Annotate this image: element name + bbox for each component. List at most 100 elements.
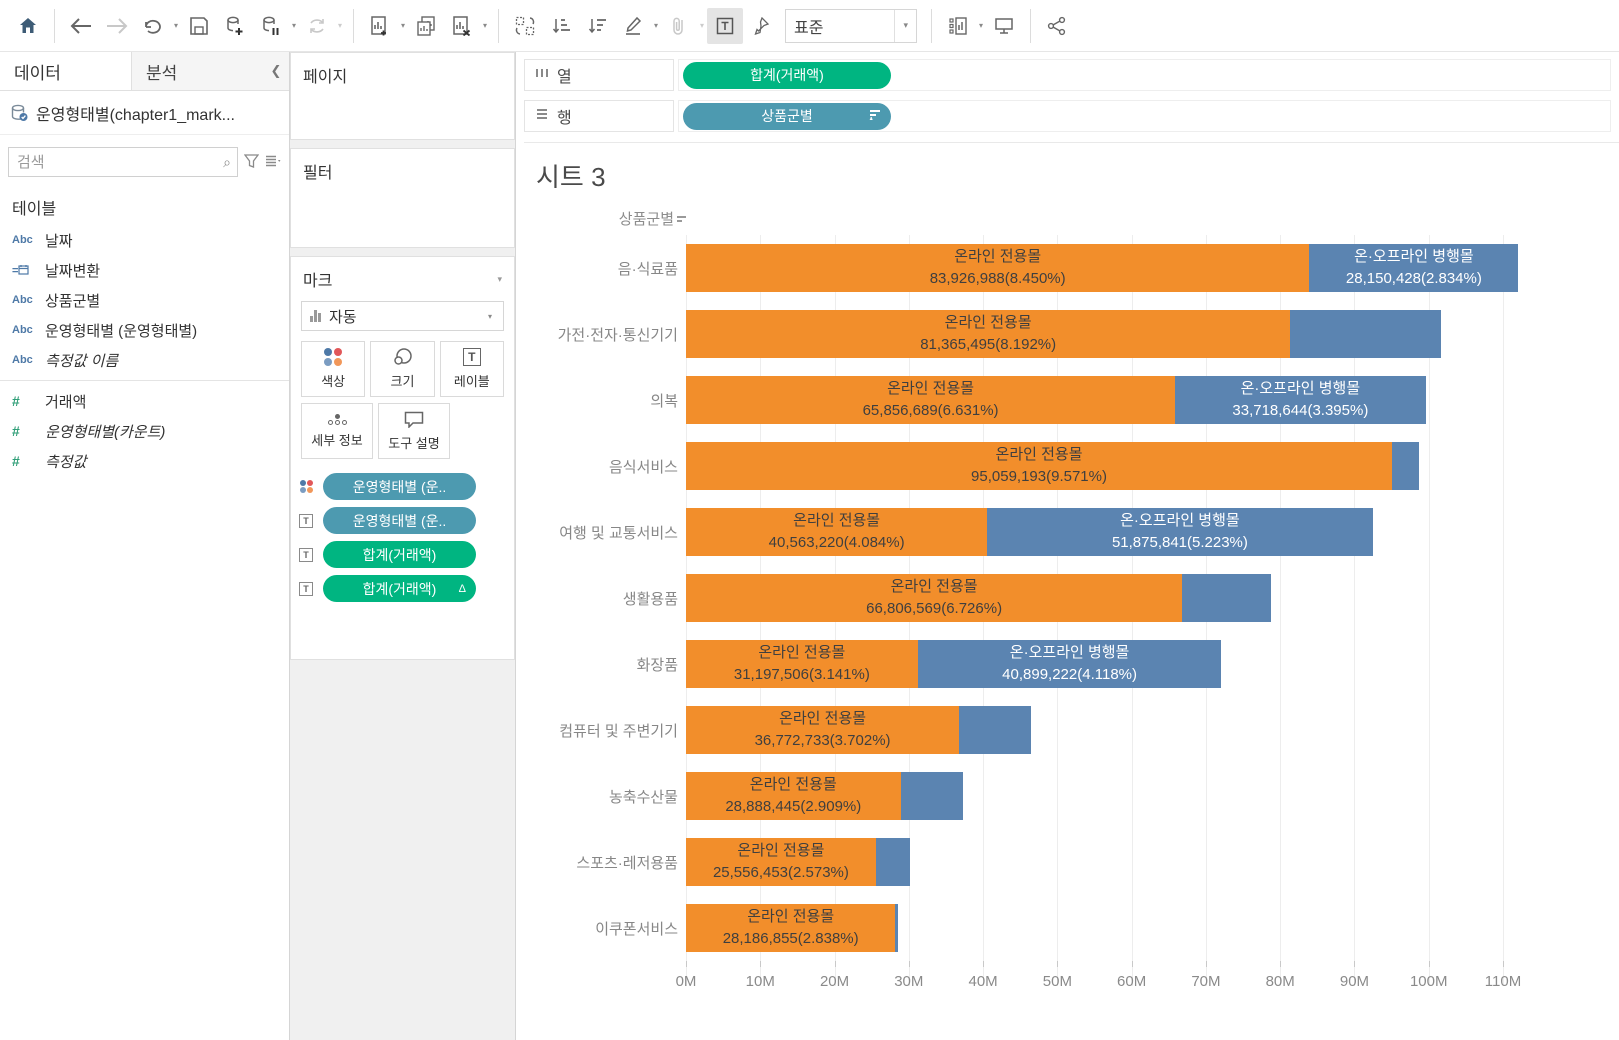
clear-sheet-icon[interactable] [444,8,480,44]
color-button[interactable]: 색상 [301,341,366,397]
bar-segment[interactable]: 온·오프라인 병행몰 33,718,644(3.395%) [1175,376,1426,424]
bar-segment[interactable]: 온라인 전용몰 25,556,453(2.573%) [686,838,876,886]
pages-card[interactable]: 페이지 [290,52,515,140]
replay-icon[interactable] [135,8,171,44]
clear-sheet-caret[interactable]: ▾ [482,21,487,30]
bar-segment[interactable] [875,838,910,886]
field-item[interactable]: = 날짜변환 [0,255,289,285]
replay-dropdown-caret[interactable]: ▾ [173,21,178,30]
highlight-icon[interactable] [615,8,651,44]
chart-row: 이쿠폰서비스 온라인 전용몰 28,186,855(2.838%) [536,895,1619,961]
field-item[interactable]: # 거래액 [0,386,289,416]
refresh-caret[interactable]: ▾ [337,21,342,30]
tooltip-button[interactable]: 도구 설명 [378,403,450,459]
group-caret[interactable]: ▾ [699,21,704,30]
show-hide-cards-icon[interactable] [940,8,976,44]
pause-updates-icon[interactable] [253,8,289,44]
numeric-field-icon: # [12,423,20,439]
category-column-header[interactable]: 상품군별 [536,208,686,229]
search-input[interactable] [17,153,224,171]
swap-rows-columns-icon[interactable] [507,8,543,44]
bar-segment[interactable]: 온라인 전용몰 66,806,569(6.726%) [686,574,1183,622]
bar-segment[interactable] [959,706,1032,754]
chart-row: 화장품 온라인 전용몰 31,197,506(3.141%) 온·오프라인 병행몰 40… [536,631,1619,697]
bar-segment[interactable]: 온라인 전용몰 36,772,733(3.702%) [686,706,960,754]
tab-data[interactable]: 데이터 [14,63,61,83]
marks-pill[interactable]: 합계(거래액) Δ [323,575,476,602]
fix-axes-icon[interactable] [743,8,779,44]
bar-segment[interactable] [1290,310,1442,358]
chart-row: 음식서비스 온라인 전용몰 95,059,193(9.571%) [536,433,1619,499]
presentation-mode-icon[interactable] [986,8,1022,44]
bar-segment[interactable]: 온라인 전용몰 40,563,220(4.084%) [686,508,988,556]
share-icon[interactable] [1039,8,1075,44]
field-item[interactable]: Abc 운영형태별 (운영형태별) [0,315,289,345]
field-item[interactable]: Abc 측정값 이름 [0,345,289,375]
columns-shelf-drop[interactable]: 합계(거래액) [678,59,1611,91]
field-item[interactable]: # 운영형태별(카운트) [0,416,289,446]
rows-shelf-drop[interactable]: 상품군별 [678,100,1611,132]
data-pane: 데이터 분석 ❮ 운영형태별(chapter1_mark... ⌕ [0,52,290,1040]
show-hide-cards-caret[interactable]: ▾ [978,21,983,30]
columns-shelf-label: 열 [524,59,674,91]
pane-collapse-icon[interactable]: ❮ [263,52,289,90]
bar-segment[interactable] [900,772,963,820]
detail-button[interactable]: 세부 정보 [301,403,373,459]
bar-segment[interactable]: 온라인 전용몰 81,365,495(8.192%) [686,310,1291,358]
rows-pill[interactable]: 상품군별 [683,102,891,130]
color-button-label: 색상 [321,374,346,389]
field-item[interactable]: Abc 날짜 [0,225,289,255]
bar-segment[interactable]: 온·오프라인 병행몰 40,899,222(4.118%) [917,640,1222,688]
fit-selector[interactable]: 표준 ▾ [785,8,917,43]
new-worksheet-caret[interactable]: ▾ [400,21,405,30]
new-worksheet-icon[interactable] [362,8,398,44]
tab-analytics[interactable]: 분석 [131,52,263,90]
pause-updates-caret[interactable]: ▾ [291,21,296,30]
view-options-icon[interactable] [265,154,281,170]
segment-value-label: 31,197,506(3.141%) [733,666,870,683]
back-icon[interactable] [63,8,99,44]
mark-type-selector[interactable]: 자동 ▾ [301,301,504,331]
show-mark-labels-icon[interactable] [707,7,743,44]
search-box[interactable]: ⌕ [8,147,238,177]
refresh-icon[interactable] [299,8,335,44]
size-button[interactable]: 크기 [370,341,435,397]
home-icon[interactable] [10,8,46,44]
highlight-caret[interactable]: ▾ [653,21,658,30]
bar-segment[interactable]: 온라인 전용몰 83,926,988(8.450%) [686,244,1310,292]
label-button[interactable]: T 레이블 [439,341,504,397]
marks-pill[interactable]: 운영형태별 (운.. [323,473,476,500]
fit-selector-caret[interactable]: ▾ [894,9,908,42]
bar-segment[interactable] [1392,442,1419,490]
add-data-icon[interactable] [217,8,253,44]
bar-segment[interactable] [1182,574,1271,622]
bar-segment[interactable]: 온라인 전용몰 65,856,689(6.631%) [686,376,1176,424]
marks-card-caret[interactable]: ▾ [497,273,502,284]
field-item[interactable]: # 측정값 [0,446,289,476]
detail-icon [327,413,347,425]
marks-pill[interactable]: 합계(거래액) [323,541,476,568]
group-icon[interactable] [661,8,697,44]
field-item[interactable]: Abc 상품군별 [0,285,289,315]
bar-segment[interactable]: 온·오프라인 병행몰 28,150,428(2.834%) [1309,244,1519,292]
filter-fields-icon[interactable] [243,153,260,171]
axis-tick-label: 60M [1117,973,1147,990]
bar-segment[interactable]: 온라인 전용몰 95,059,193(9.571%) [686,442,1393,490]
sort-ascending-icon[interactable] [543,8,579,44]
forward-icon[interactable] [99,8,135,44]
mark-type-caret[interactable]: ▾ [487,311,492,321]
bar-segment[interactable] [895,904,898,952]
datasource-row[interactable]: 운영형태별(chapter1_mark... [0,91,289,135]
bar-segment[interactable]: 온라인 전용몰 31,197,506(3.141%) [686,640,918,688]
save-icon[interactable] [181,8,217,44]
bar-segment[interactable]: 온라인 전용몰 28,186,855(2.838%) [686,904,896,952]
marks-pill[interactable]: 운영형태별 (운.. [323,507,476,534]
bar-segment[interactable]: 온라인 전용몰 28,888,445(2.909%) [686,772,901,820]
bar-segment[interactable]: 온·오프라인 병행몰 51,875,841(5.223%) [987,508,1373,556]
filters-card[interactable]: 필터 [290,148,515,248]
sort-descending-icon[interactable] [579,8,615,44]
segment-value-label: 95,059,193(9.571%) [971,468,1107,485]
mark-type-value: 자동 [329,308,357,326]
columns-pill[interactable]: 합계(거래액) [683,61,891,89]
duplicate-icon[interactable] [408,8,444,44]
